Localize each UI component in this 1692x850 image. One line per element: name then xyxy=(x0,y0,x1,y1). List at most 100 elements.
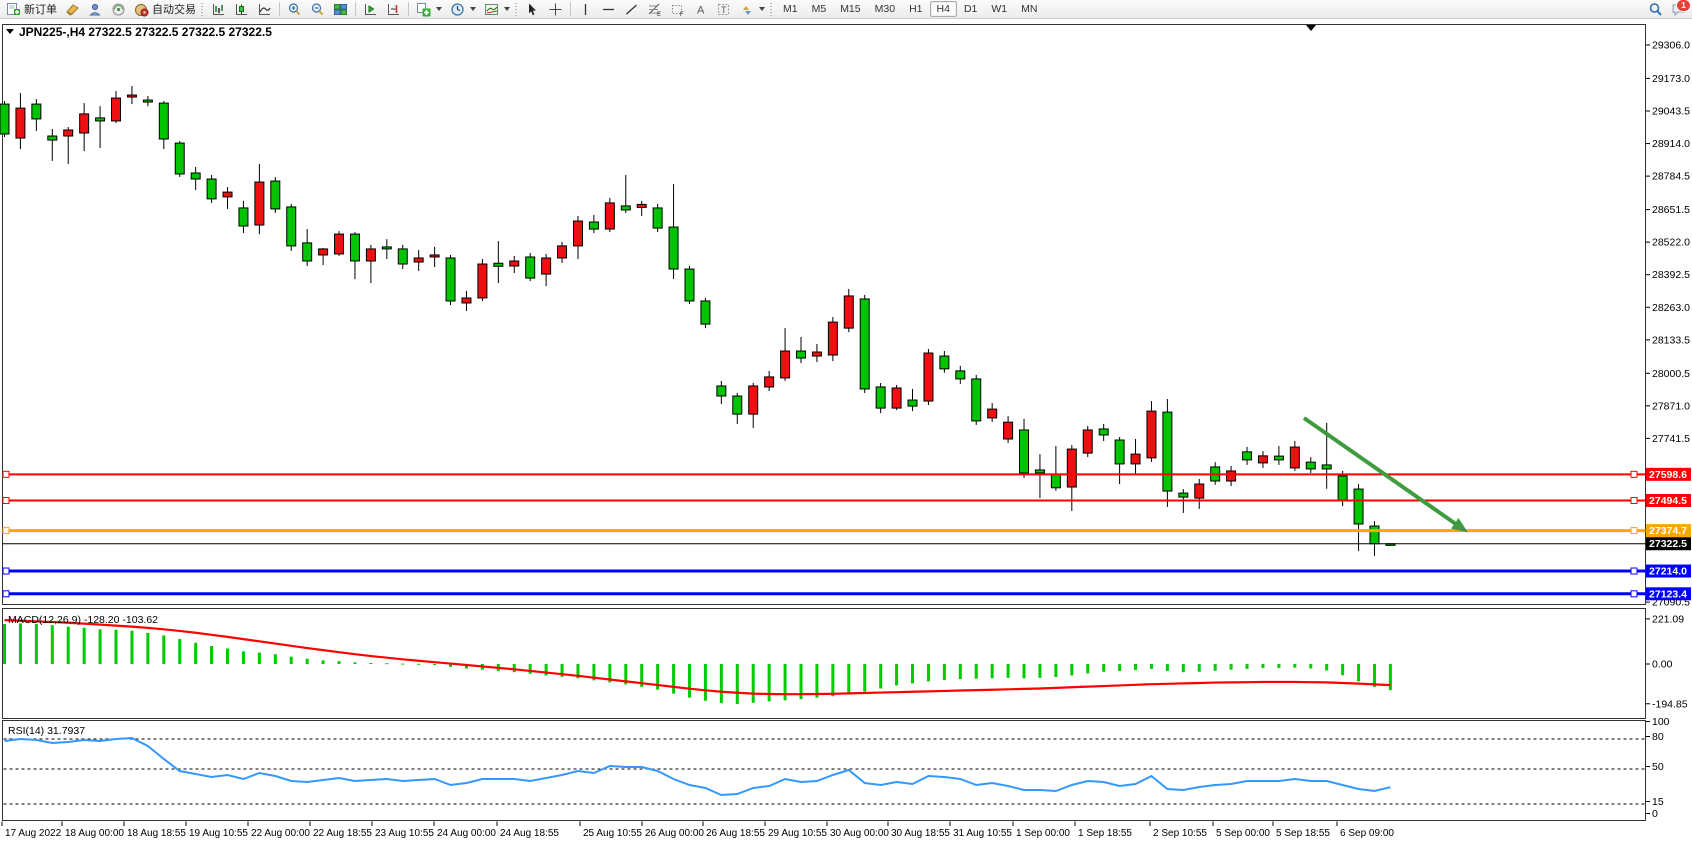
autotrade-button[interactable]: 自动交易 xyxy=(130,1,200,18)
timeframe-w1[interactable]: W1 xyxy=(984,1,1014,17)
cursor-button[interactable] xyxy=(521,1,544,18)
search-button[interactable] xyxy=(1644,1,1667,18)
svg-text:22 Aug 00:00: 22 Aug 00:00 xyxy=(251,828,310,839)
timeframe-m30[interactable]: M30 xyxy=(868,1,902,17)
timeframe-m1[interactable]: M1 xyxy=(776,1,805,17)
svg-text:18 Aug 18:55: 18 Aug 18:55 xyxy=(127,828,186,839)
svg-text:25 Aug 10:55: 25 Aug 10:55 xyxy=(583,828,642,839)
new-order-label: 新订单 xyxy=(24,4,57,16)
autotrade-label: 自动交易 xyxy=(152,4,196,16)
svg-text:29173.0: 29173.0 xyxy=(1652,73,1690,85)
chart-canvas[interactable]: 29306.0 29173.0 29043.5 28914.0 28784.5 28651… xyxy=(0,19,1692,845)
svg-text:E: E xyxy=(657,12,661,17)
channel-button[interactable]: F xyxy=(666,1,689,18)
vline-button[interactable] xyxy=(574,1,597,18)
shift-forward-button[interactable] xyxy=(359,1,382,18)
text-icon: A xyxy=(697,4,705,16)
price-axis: 29306.0 29173.0 29043.5 28914.0 28784.5 28651… xyxy=(1646,40,1690,609)
chart-window: 29306.0 29173.0 29043.5 28914.0 28784.5 28651… xyxy=(0,19,1692,845)
tile-windows-button[interactable] xyxy=(329,1,352,18)
label-button[interactable]: T xyxy=(712,1,735,18)
line-handle xyxy=(1630,470,1638,478)
new-chart-icon xyxy=(417,2,431,16)
svg-text:5 Sep 18:55: 5 Sep 18:55 xyxy=(1276,828,1330,839)
toolbar-right-group: 1 xyxy=(1644,0,1690,18)
timeframe-h1[interactable]: H1 xyxy=(902,1,929,17)
search-icon xyxy=(1649,2,1662,16)
fibo-icon: E xyxy=(648,3,661,17)
svg-text:50: 50 xyxy=(1652,761,1664,773)
svg-text:-194.85: -194.85 xyxy=(1652,698,1688,710)
svg-text:27374.7: 27374.7 xyxy=(1649,525,1687,537)
label-icon: T xyxy=(718,3,729,15)
svg-text:24 Aug 18:55: 24 Aug 18:55 xyxy=(500,828,559,839)
template-icon xyxy=(485,3,498,15)
timeframe-mn[interactable]: MN xyxy=(1014,1,1044,17)
svg-text:27494.5: 27494.5 xyxy=(1649,495,1687,507)
new-order-icon xyxy=(7,2,20,15)
tile-windows-icon xyxy=(334,3,347,15)
new-chart-button[interactable] xyxy=(412,1,446,18)
svg-text:29306.0: 29306.0 xyxy=(1652,40,1690,52)
line-chart-button[interactable] xyxy=(253,1,276,18)
zoom-in-button[interactable] xyxy=(283,1,306,18)
svg-text:1 Sep 18:55: 1 Sep 18:55 xyxy=(1078,828,1132,839)
shapes-button[interactable] xyxy=(735,1,769,18)
period-button[interactable] xyxy=(446,1,480,18)
toolbar-grip xyxy=(770,2,773,16)
svg-text:2 Sep 10:55: 2 Sep 10:55 xyxy=(1153,828,1207,839)
shapes-icon xyxy=(743,5,751,15)
svg-text:27598.6: 27598.6 xyxy=(1649,469,1687,481)
trendline-button[interactable] xyxy=(620,1,643,18)
arrow-object[interactable] xyxy=(1302,416,1472,538)
svg-text:31 Aug 10:55: 31 Aug 10:55 xyxy=(953,828,1012,839)
hline-button[interactable] xyxy=(597,1,620,18)
candle-chart-button[interactable] xyxy=(230,1,253,18)
svg-text:MACD(12,26,9) -128.20 -103.62: MACD(12,26,9) -128.20 -103.62 xyxy=(8,614,158,626)
period-icon xyxy=(451,2,464,16)
toolbar-separator xyxy=(408,2,409,16)
styler-button[interactable] xyxy=(61,1,84,18)
svg-text:27123.4: 27123.4 xyxy=(1649,588,1687,600)
shapes-caret xyxy=(759,7,765,11)
shift-forward-icon xyxy=(365,3,376,15)
line-handle xyxy=(2,567,10,575)
text-button[interactable]: A xyxy=(689,1,712,18)
crosshair-button[interactable] xyxy=(544,1,567,18)
svg-text:26 Aug 18:55: 26 Aug 18:55 xyxy=(706,828,765,839)
main-toolbar: 新订单 自动交易 xyxy=(0,0,1692,19)
timeframe-h4[interactable]: H4 xyxy=(929,1,957,17)
svg-text:26 Aug 00:00: 26 Aug 00:00 xyxy=(645,828,704,839)
svg-text:T: T xyxy=(721,5,727,15)
new-order-button[interactable]: 新订单 xyxy=(2,1,61,18)
svg-text:27741.5: 27741.5 xyxy=(1652,433,1690,445)
timeframe-d1[interactable]: D1 xyxy=(957,1,984,17)
fibo-button[interactable]: E xyxy=(643,1,666,18)
svg-text:27871.0: 27871.0 xyxy=(1652,400,1690,412)
shift-end-button[interactable] xyxy=(382,1,405,18)
line-handle xyxy=(1630,567,1638,575)
vline-icon xyxy=(584,3,587,15)
toolbar-separator xyxy=(570,2,571,16)
profile-button[interactable] xyxy=(84,1,107,18)
svg-text:29 Aug 10:55: 29 Aug 10:55 xyxy=(768,828,827,839)
svg-text:17 Aug 2022: 17 Aug 2022 xyxy=(5,828,62,839)
pane-borders xyxy=(2,24,1646,821)
zoom-out-button[interactable] xyxy=(306,1,329,18)
notifications-button[interactable]: 1 xyxy=(1671,0,1690,17)
svg-text:JPN225-,H4 27322.5 27322.5 27: JPN225-,H4 27322.5 27322.5 27322.5 27322… xyxy=(19,25,272,39)
svg-text:28000.5: 28000.5 xyxy=(1652,368,1690,380)
template-button[interactable] xyxy=(480,1,514,18)
line-handle xyxy=(2,496,10,504)
hline-icon xyxy=(603,8,614,10)
channel-icon: F xyxy=(672,4,684,17)
bar-chart-button[interactable] xyxy=(207,1,230,18)
timeframe-m5[interactable]: M5 xyxy=(805,1,834,17)
sound-button[interactable] xyxy=(107,1,130,18)
autotrade-icon xyxy=(135,3,149,16)
svg-text:24 Aug 00:00: 24 Aug 00:00 xyxy=(437,828,496,839)
svg-text:80: 80 xyxy=(1652,731,1664,743)
line-handle xyxy=(2,590,10,598)
svg-text:1 Sep 00:00: 1 Sep 00:00 xyxy=(1016,828,1070,839)
timeframe-m15[interactable]: M15 xyxy=(833,1,867,17)
